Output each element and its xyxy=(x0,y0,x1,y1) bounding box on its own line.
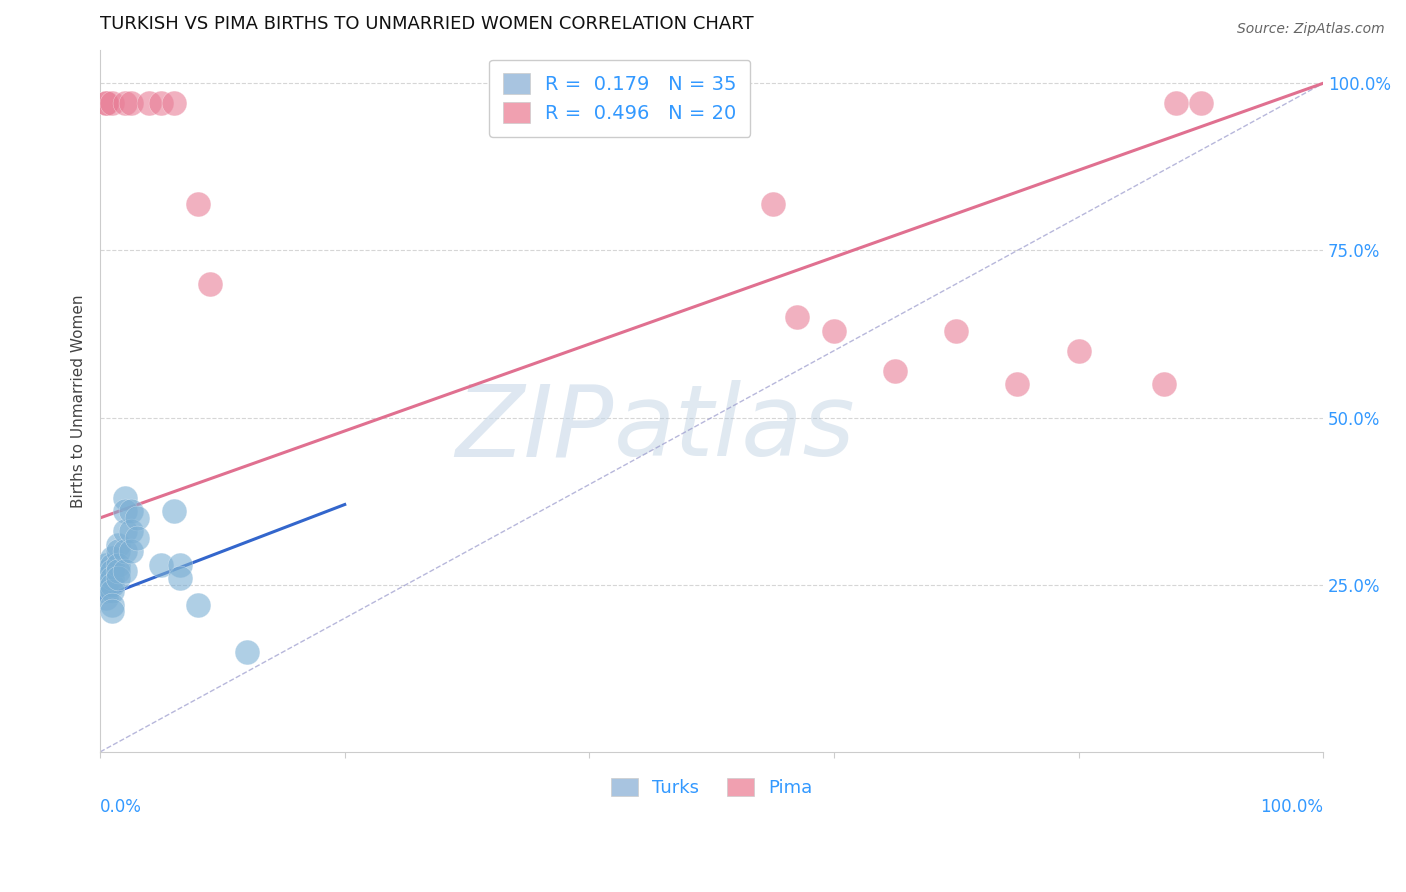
Point xyxy=(96,578,118,592)
Point xyxy=(150,96,173,111)
Point xyxy=(107,565,129,579)
Point xyxy=(150,558,173,572)
Point xyxy=(114,491,136,505)
Point xyxy=(187,196,209,211)
Point xyxy=(101,598,124,612)
Point xyxy=(101,584,124,599)
Point xyxy=(96,584,118,599)
Point xyxy=(169,558,191,572)
Point xyxy=(96,565,118,579)
Point xyxy=(96,558,118,572)
Point xyxy=(114,544,136,558)
Point xyxy=(96,96,118,111)
Point xyxy=(96,591,118,606)
Point xyxy=(187,598,209,612)
Point xyxy=(169,571,191,585)
Point xyxy=(138,96,160,111)
Point xyxy=(884,364,907,378)
Point xyxy=(114,96,136,111)
Text: 0.0%: 0.0% xyxy=(100,797,142,815)
Point xyxy=(114,504,136,518)
Point xyxy=(107,538,129,552)
Text: TURKISH VS PIMA BIRTHS TO UNMARRIED WOMEN CORRELATION CHART: TURKISH VS PIMA BIRTHS TO UNMARRIED WOME… xyxy=(100,15,754,33)
Legend: Turks, Pima: Turks, Pima xyxy=(602,769,821,806)
Point xyxy=(200,277,222,291)
Point xyxy=(162,96,184,111)
Point xyxy=(101,565,124,579)
Point xyxy=(101,558,124,572)
Point xyxy=(1153,377,1175,392)
Point xyxy=(823,324,845,338)
Point xyxy=(107,558,129,572)
Point xyxy=(786,310,808,325)
Point xyxy=(1166,96,1188,111)
Point xyxy=(120,524,142,539)
Point xyxy=(107,571,129,585)
Point xyxy=(120,544,142,558)
Text: Source: ZipAtlas.com: Source: ZipAtlas.com xyxy=(1237,22,1385,37)
Point xyxy=(236,645,259,659)
Point xyxy=(945,324,967,338)
Point xyxy=(114,565,136,579)
Text: ZIP: ZIP xyxy=(456,381,614,477)
Point xyxy=(162,504,184,518)
Point xyxy=(96,571,118,585)
Point xyxy=(101,571,124,585)
Text: 100.0%: 100.0% xyxy=(1260,797,1323,815)
Y-axis label: Births to Unmarried Women: Births to Unmarried Women xyxy=(72,294,86,508)
Point xyxy=(101,578,124,592)
Point xyxy=(762,196,785,211)
Point xyxy=(101,551,124,566)
Point xyxy=(120,96,142,111)
Point xyxy=(125,511,148,525)
Point xyxy=(1067,343,1090,358)
Point xyxy=(114,524,136,539)
Point xyxy=(96,96,118,111)
Text: atlas: atlas xyxy=(614,381,855,477)
Point xyxy=(1189,96,1212,111)
Point xyxy=(101,96,124,111)
Point xyxy=(1007,377,1029,392)
Point xyxy=(120,504,142,518)
Point xyxy=(101,605,124,619)
Point xyxy=(125,531,148,545)
Point xyxy=(107,544,129,558)
